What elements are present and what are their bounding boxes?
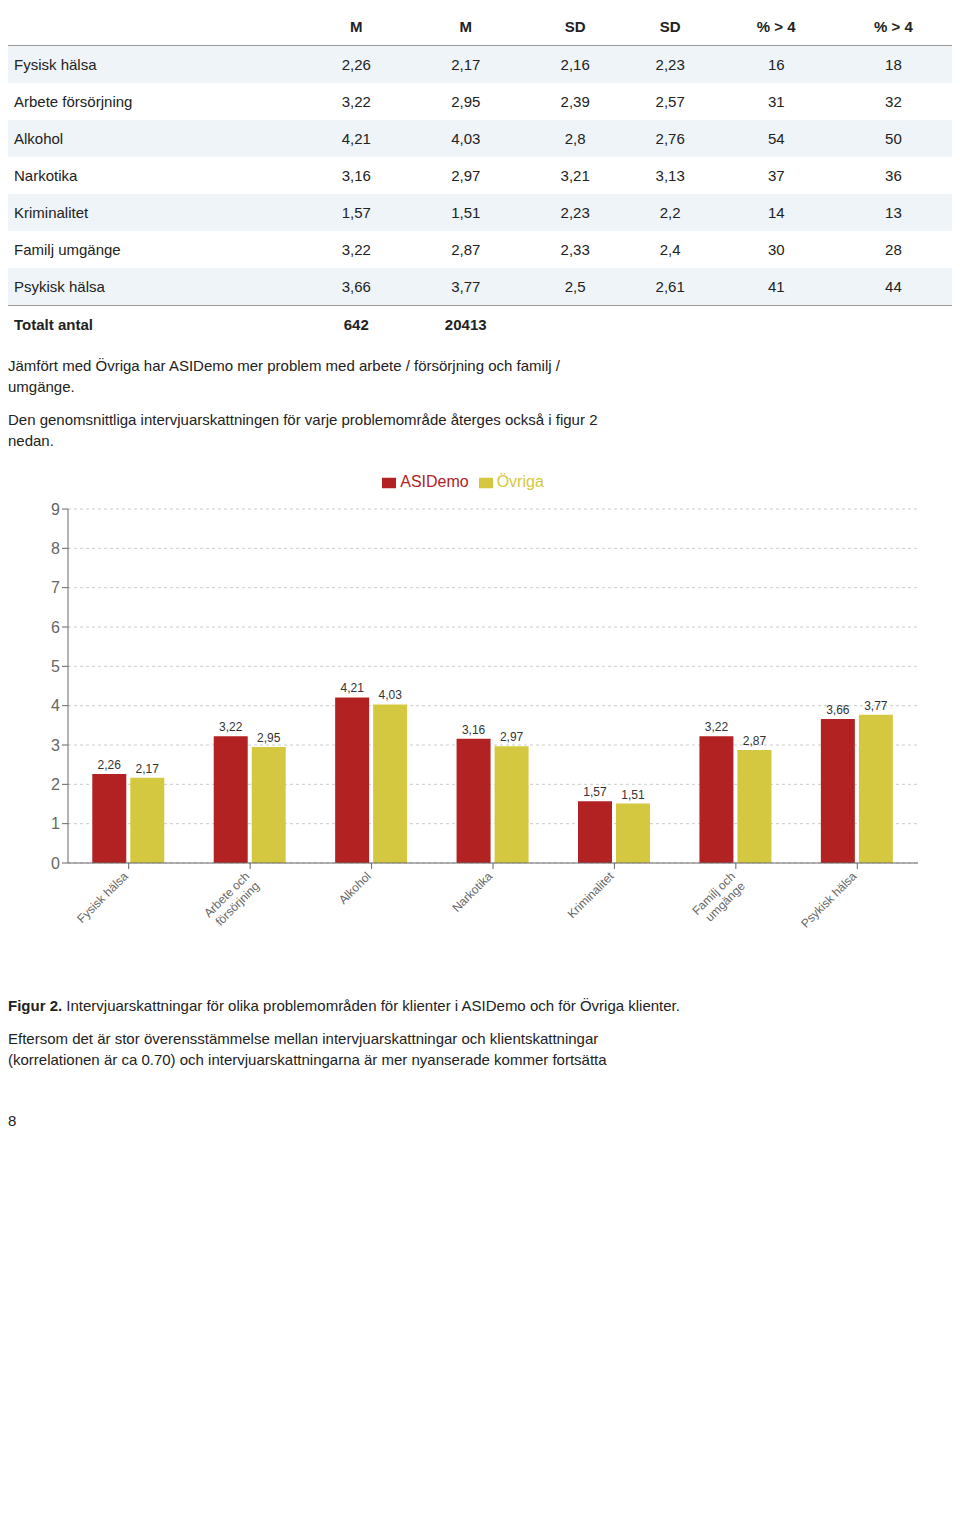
html-text:41: 41 (767, 278, 785, 295)
html-text:Jämfört med Övriga har ASIDemo: Jämfört med Övriga har ASIDemo mer probl… (8, 357, 560, 395)
svg-text:4: 4 (51, 697, 60, 714)
svg-text:3: 3 (51, 737, 60, 754)
svg-text:Alkohol: Alkohol (336, 869, 374, 907)
svg-text:0: 0 (51, 855, 60, 872)
svg-text:2: 2 (51, 776, 60, 793)
svg-text:1,51: 1,51 (621, 788, 645, 802)
html-text:Övriga: Övriga (496, 473, 544, 490)
html-text:2,57: 2,57 (655, 93, 685, 110)
svg-text:2,87: 2,87 (743, 734, 767, 748)
html-text:18: 18 (885, 56, 902, 73)
html-text:16: 16 (767, 56, 785, 73)
html-text:2,2: 2,2 (659, 204, 681, 221)
html-text:2,23: 2,23 (655, 56, 685, 73)
html-text:2,4: 2,4 (659, 241, 681, 258)
html-text:2,17: 2,17 (451, 56, 481, 73)
svg-text:4,03: 4,03 (378, 688, 402, 702)
svg-text:3,77: 3,77 (864, 699, 888, 713)
svg-text:3,16: 3,16 (462, 723, 486, 737)
html-text:14: 14 (767, 204, 785, 221)
svg-text:2,97: 2,97 (500, 730, 524, 744)
html-text:% > 4: % > 4 (756, 18, 796, 35)
svg-text:Narkotika: Narkotika (449, 869, 495, 915)
html-text:Totalt antal: Totalt antal (14, 316, 93, 333)
svg-text:Arbete ochförsörjning: Arbete ochförsörjning (201, 869, 262, 930)
html-text:Narkotika: Narkotika (14, 167, 78, 184)
html-text:8: 8 (8, 1112, 17, 1129)
svg-text:3,22: 3,22 (705, 720, 729, 734)
html-text:3,16: 3,16 (341, 167, 371, 184)
html-text:32: 32 (885, 93, 902, 110)
html-text:2,33: 2,33 (560, 241, 590, 258)
svg-text:Familj ochumgänge: Familj ochumgänge (689, 869, 748, 928)
html-text:M: M (350, 18, 363, 35)
svg-text:1: 1 (51, 815, 60, 832)
html-text:Psykisk hälsa: Psykisk hälsa (14, 278, 105, 295)
html-text:2,23: 2,23 (560, 204, 590, 221)
html-text:2,8: 2,8 (564, 130, 586, 147)
html-text:642: 642 (343, 316, 369, 333)
html-text:4,21: 4,21 (341, 130, 371, 147)
html-text:2,95: 2,95 (451, 93, 481, 110)
html-text:50: 50 (885, 130, 902, 147)
html-text:1,51: 1,51 (451, 204, 481, 221)
html-text:Eftersom det är stor överensst: Eftersom det är stor överensstämmelse me… (8, 1030, 607, 1068)
svg-text:3,22: 3,22 (219, 720, 243, 734)
html-text:Alkohol: Alkohol (14, 130, 64, 147)
html-text:3,21: 3,21 (560, 167, 590, 184)
html-text:3,66: 3,66 (341, 278, 371, 295)
html-text:2,87: 2,87 (451, 241, 481, 258)
html-text:Den genomsnittliga intervjuars: Den genomsnittliga intervjuarskattningen… (8, 411, 598, 449)
html-text:SD: SD (659, 18, 681, 35)
svg-text:5: 5 (51, 658, 60, 675)
svg-text:Fysisk hälsa: Fysisk hälsa (74, 869, 131, 926)
html-text:4,03: 4,03 (451, 130, 481, 147)
html-text:36: 36 (885, 167, 902, 184)
svg-text:9: 9 (51, 501, 60, 518)
html-text:2,61: 2,61 (655, 278, 685, 295)
html-text:37: 37 (767, 167, 785, 184)
svg-text:3,66: 3,66 (826, 703, 850, 717)
html-text:% > 4: % > 4 (874, 18, 913, 35)
svg-text:6: 6 (51, 619, 60, 636)
html-text:30: 30 (767, 241, 785, 258)
html-text:Figur 2. Intervjuarskattningar: Figur 2. Intervjuarskattningar för olika… (8, 997, 680, 1014)
html-text:20413: 20413 (444, 316, 487, 333)
html-text:Kriminalitet: Kriminalitet (14, 204, 89, 221)
html-text:3,22: 3,22 (341, 241, 371, 258)
html-text:3,22: 3,22 (341, 93, 371, 110)
html-text:2,16: 2,16 (560, 56, 590, 73)
html-text:2,5: 2,5 (564, 278, 586, 295)
html-text:13: 13 (885, 204, 902, 221)
svg-text:2,17: 2,17 (136, 762, 160, 776)
svg-text:Kriminalitet: Kriminalitet (565, 869, 617, 921)
svg-text:8: 8 (51, 540, 60, 557)
html-text:2,97: 2,97 (451, 167, 481, 184)
svg-text:7: 7 (51, 579, 60, 596)
svg-text:Psykisk hälsa: Psykisk hälsa (798, 869, 860, 931)
html-text:Arbete försörjning: Arbete försörjning (14, 93, 133, 110)
svg-text:4,21: 4,21 (340, 681, 364, 695)
svg-text:2,95: 2,95 (257, 731, 281, 745)
html-text:54: 54 (767, 130, 785, 147)
html-text:28: 28 (885, 241, 902, 258)
svg-text:2,26: 2,26 (98, 758, 122, 772)
html-text:31: 31 (767, 93, 785, 110)
html-text:Familj umgänge: Familj umgänge (14, 241, 121, 258)
html-text:SD: SD (564, 18, 586, 35)
html-text:2,26: 2,26 (341, 56, 371, 73)
html-text:3,77: 3,77 (451, 278, 481, 295)
html-text:ASIDemo: ASIDemo (400, 473, 469, 490)
html-text:M: M (459, 18, 472, 35)
html-text:44: 44 (885, 278, 902, 295)
html-text:3,13: 3,13 (655, 167, 685, 184)
html-text:1,57: 1,57 (341, 204, 371, 221)
svg-text:1,57: 1,57 (583, 785, 607, 799)
html-text:2,39: 2,39 (560, 93, 590, 110)
html-text:2,76: 2,76 (655, 130, 685, 147)
html-text:Fysisk hälsa: Fysisk hälsa (14, 56, 97, 73)
